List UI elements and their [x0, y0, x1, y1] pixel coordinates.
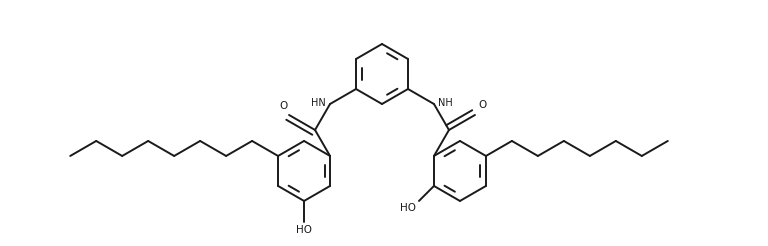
Text: NH: NH [438, 98, 452, 108]
Text: HO: HO [296, 225, 312, 235]
Text: O: O [478, 100, 486, 110]
Text: HN: HN [311, 98, 326, 108]
Text: HO: HO [400, 203, 416, 213]
Text: O: O [279, 101, 287, 111]
